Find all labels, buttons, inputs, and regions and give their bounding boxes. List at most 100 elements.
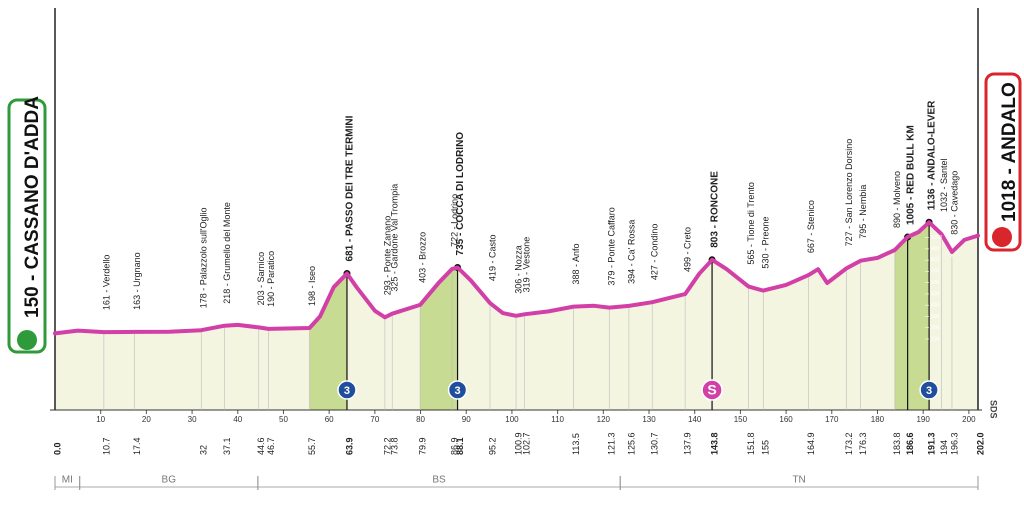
km-label: 202.0	[975, 432, 985, 455]
waypoint-label: 565 - Tione di Trento	[746, 182, 756, 265]
km-label: 44.6	[256, 437, 266, 455]
waypoint-label: 198 - Iseo	[307, 266, 317, 306]
profile-line	[54, 220, 979, 336]
y-tick-label: 300	[931, 314, 940, 320]
brand: SDS	[989, 400, 999, 419]
waypoint-label: 403 - Brozzo	[417, 232, 427, 283]
waypoint-label: 795 - Nembia	[858, 185, 868, 239]
waypoint-label: 890 - Molveno	[892, 171, 902, 228]
marker-label: 3	[926, 385, 932, 397]
waypoint-label: 803 - RONCONE	[710, 171, 721, 248]
waypoint-label: 735 - COCCA DI LODRINO	[455, 132, 466, 256]
x-tick-label: 70	[370, 415, 379, 424]
km-label: 73.8	[390, 437, 400, 455]
waypoint-label: 427 - Condino	[650, 224, 660, 281]
start-label: 150 - CASSANO D'ADDA	[22, 96, 43, 318]
km-label: 194	[939, 440, 949, 455]
x-tick-label: 160	[779, 415, 793, 424]
waypoint-label: 419 - Casto	[487, 235, 497, 282]
waypoint-label: 293 - Ponte Zanano	[382, 216, 392, 296]
km-label: 0.0	[52, 442, 62, 455]
marker	[919, 380, 939, 400]
marker-label: 3	[454, 385, 460, 397]
region-label: BS	[432, 475, 446, 486]
km-label: 32	[199, 445, 209, 455]
km-label: 102.7	[522, 432, 532, 455]
waypoint-label: 218 - Grumello del Monte	[222, 202, 232, 304]
region-label: TN	[792, 475, 805, 486]
finish-label: 1018 - ANDALO	[999, 82, 1020, 222]
waypoint-label: 1005 - RED BULL KM	[905, 125, 916, 225]
km-label: 125.6	[626, 432, 636, 455]
waypoint-label: 1032 - Santel	[939, 158, 949, 212]
waypoint-label: 722 - Lodrino	[449, 194, 459, 247]
marker	[701, 379, 723, 401]
y-tick-label: 1000	[931, 235, 942, 241]
km-label: 186.6	[905, 432, 915, 455]
km-label: 95.2	[487, 437, 497, 455]
km-label: 173.2	[844, 432, 854, 455]
waypoint-label: 178 - Palazzolo sull'Oglio	[199, 207, 209, 308]
waypoint-label: 394 - Ca' Rossa	[626, 220, 636, 284]
x-tick-label: 80	[416, 415, 425, 424]
y-tick-label: 700	[931, 269, 940, 275]
waypoint-label: 667 - Stenico	[806, 200, 816, 253]
waypoint-label: 388 - Anfo	[571, 244, 581, 285]
x-tick-label: 130	[642, 415, 656, 424]
km-label: 79.9	[417, 437, 427, 455]
x-tick-label: 50	[279, 415, 288, 424]
km-label: 72.2	[382, 437, 392, 455]
climb-area	[309, 273, 347, 410]
finish-icon	[992, 227, 1012, 247]
y-tick-label: 500	[931, 291, 940, 297]
km-label: 113.5	[571, 433, 581, 455]
x-tick-label: 200	[962, 415, 976, 424]
x-tick-label: 120	[597, 415, 611, 424]
start-dot	[53, 331, 57, 336]
x-tick-label: 30	[188, 415, 197, 424]
km-label: 46.7	[266, 437, 276, 455]
waypoint-label: 379 - Ponte Caffaro	[607, 207, 617, 285]
region-label: BG	[162, 475, 177, 486]
marker-label: S	[707, 382, 716, 398]
x-tick-label: 180	[871, 415, 885, 424]
waypoint-label: 499 - Creto	[682, 227, 692, 272]
km-label: 183.8	[892, 432, 902, 455]
climb-area	[894, 222, 930, 410]
km-label: 10.7	[101, 437, 111, 455]
km-label: 86.9	[449, 437, 459, 455]
finish-dot	[976, 233, 980, 238]
start-box	[7, 98, 47, 354]
km-label: 37.1	[222, 437, 232, 455]
km-label: 164.9	[806, 432, 816, 455]
waypoint-label: 161 - Verdello	[101, 255, 111, 311]
km-label: 155	[761, 440, 771, 455]
start-icon	[17, 330, 37, 350]
km-label: 17.4	[132, 437, 142, 455]
waypoint-label: 319 - Vestone	[522, 237, 532, 293]
y-tick-label: 600	[931, 280, 940, 286]
km-label: 63.9	[344, 437, 354, 455]
waypoint-label: 203 - Sarnico	[256, 252, 266, 306]
km-label: 100.9	[513, 432, 523, 455]
y-tick-label: 900	[931, 246, 940, 252]
km-label: 121.3	[607, 432, 617, 455]
km-label: 196.3	[949, 432, 959, 455]
marker	[447, 380, 468, 400]
x-tick-label: 60	[325, 415, 334, 424]
waypoint-label: 681 - PASSO DEI TRE TERMINI	[345, 115, 356, 261]
km-label: 55.7	[307, 437, 317, 455]
waypoint-label: 306 - Nozza	[513, 245, 523, 294]
y-tick-label: 200	[931, 325, 940, 331]
km-label: 88.1	[455, 437, 465, 455]
km-label: 151.8	[746, 432, 756, 455]
km-label: 143.8	[709, 432, 719, 455]
km-label: 191.3	[926, 432, 936, 455]
x-tick-label: 150	[734, 415, 748, 424]
x-tick-label: 90	[462, 415, 471, 424]
waypoint-label: 830 - Cavedago	[949, 171, 959, 235]
y-tick-label: 800	[931, 257, 940, 263]
waypoint-label: 727 - San Lorenzo Dorsino	[844, 139, 854, 247]
marker	[337, 380, 357, 400]
